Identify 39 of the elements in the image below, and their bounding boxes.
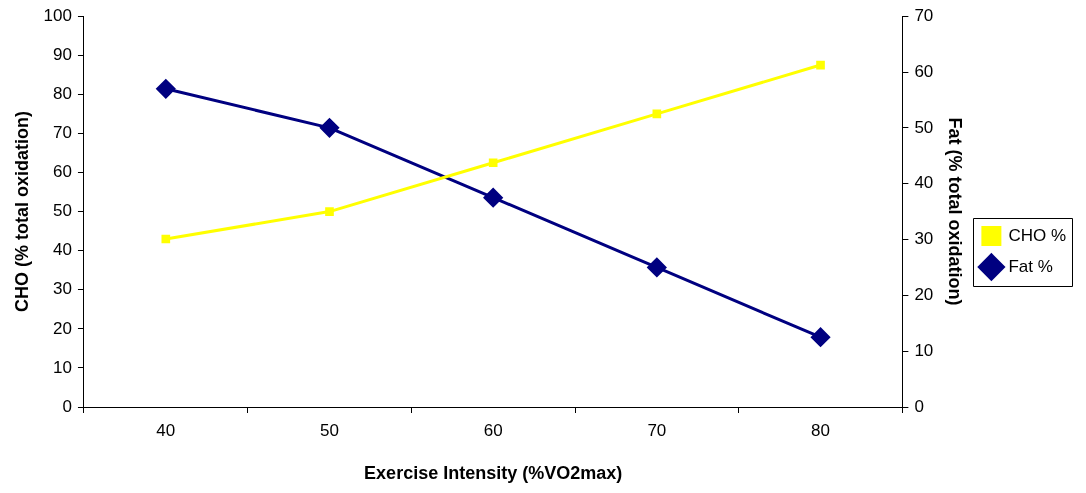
point bbox=[811, 327, 831, 347]
point bbox=[156, 79, 176, 99]
y2-tick-label: 10 bbox=[914, 340, 934, 360]
y-tick-label: 10 bbox=[53, 357, 72, 377]
y2-axis-title: Fat (% total oxidation) bbox=[945, 117, 966, 306]
point bbox=[161, 234, 171, 244]
y2-tick-label: 70 bbox=[914, 5, 934, 25]
y2-tick-label: 20 bbox=[914, 285, 934, 305]
x-tick-label: 80 bbox=[811, 420, 830, 440]
y-tick-label: 100 bbox=[43, 5, 72, 25]
x-tick-label: 60 bbox=[483, 420, 503, 440]
legend-label: Fat % bbox=[1008, 256, 1053, 276]
point bbox=[319, 118, 339, 138]
y2-tick-label: 50 bbox=[914, 117, 934, 137]
y-tick-label: 30 bbox=[53, 279, 72, 299]
point bbox=[647, 257, 667, 277]
y2-tick-label: 40 bbox=[914, 173, 934, 193]
point bbox=[483, 188, 503, 208]
x-axis-title: Exercise Intensity (%VO2max) bbox=[364, 463, 623, 484]
y-axis-title: CHO (% total oxidation) bbox=[11, 111, 32, 313]
y2-tick-label: 60 bbox=[914, 61, 934, 81]
y-tick-label: 80 bbox=[53, 84, 72, 104]
y-tick-label: 50 bbox=[53, 201, 72, 221]
y2-tick-label: 0 bbox=[914, 396, 924, 416]
point bbox=[488, 158, 498, 168]
y-tick-label: 40 bbox=[53, 240, 72, 260]
point bbox=[816, 60, 825, 70]
x-tick-label: 70 bbox=[647, 420, 667, 440]
y-tick-label: 90 bbox=[53, 44, 72, 64]
y-tick-label: 60 bbox=[53, 162, 72, 182]
y2-tick-label: 30 bbox=[914, 229, 934, 249]
point bbox=[325, 207, 334, 216]
legend-label: CHO % bbox=[1008, 225, 1067, 245]
x-tick-label: 50 bbox=[320, 420, 339, 440]
y-tick-label: 0 bbox=[62, 396, 72, 416]
point bbox=[652, 109, 662, 119]
y-tick-label: 20 bbox=[53, 318, 72, 338]
y-tick-label: 70 bbox=[53, 123, 72, 143]
x-tick-label: 40 bbox=[156, 420, 176, 440]
